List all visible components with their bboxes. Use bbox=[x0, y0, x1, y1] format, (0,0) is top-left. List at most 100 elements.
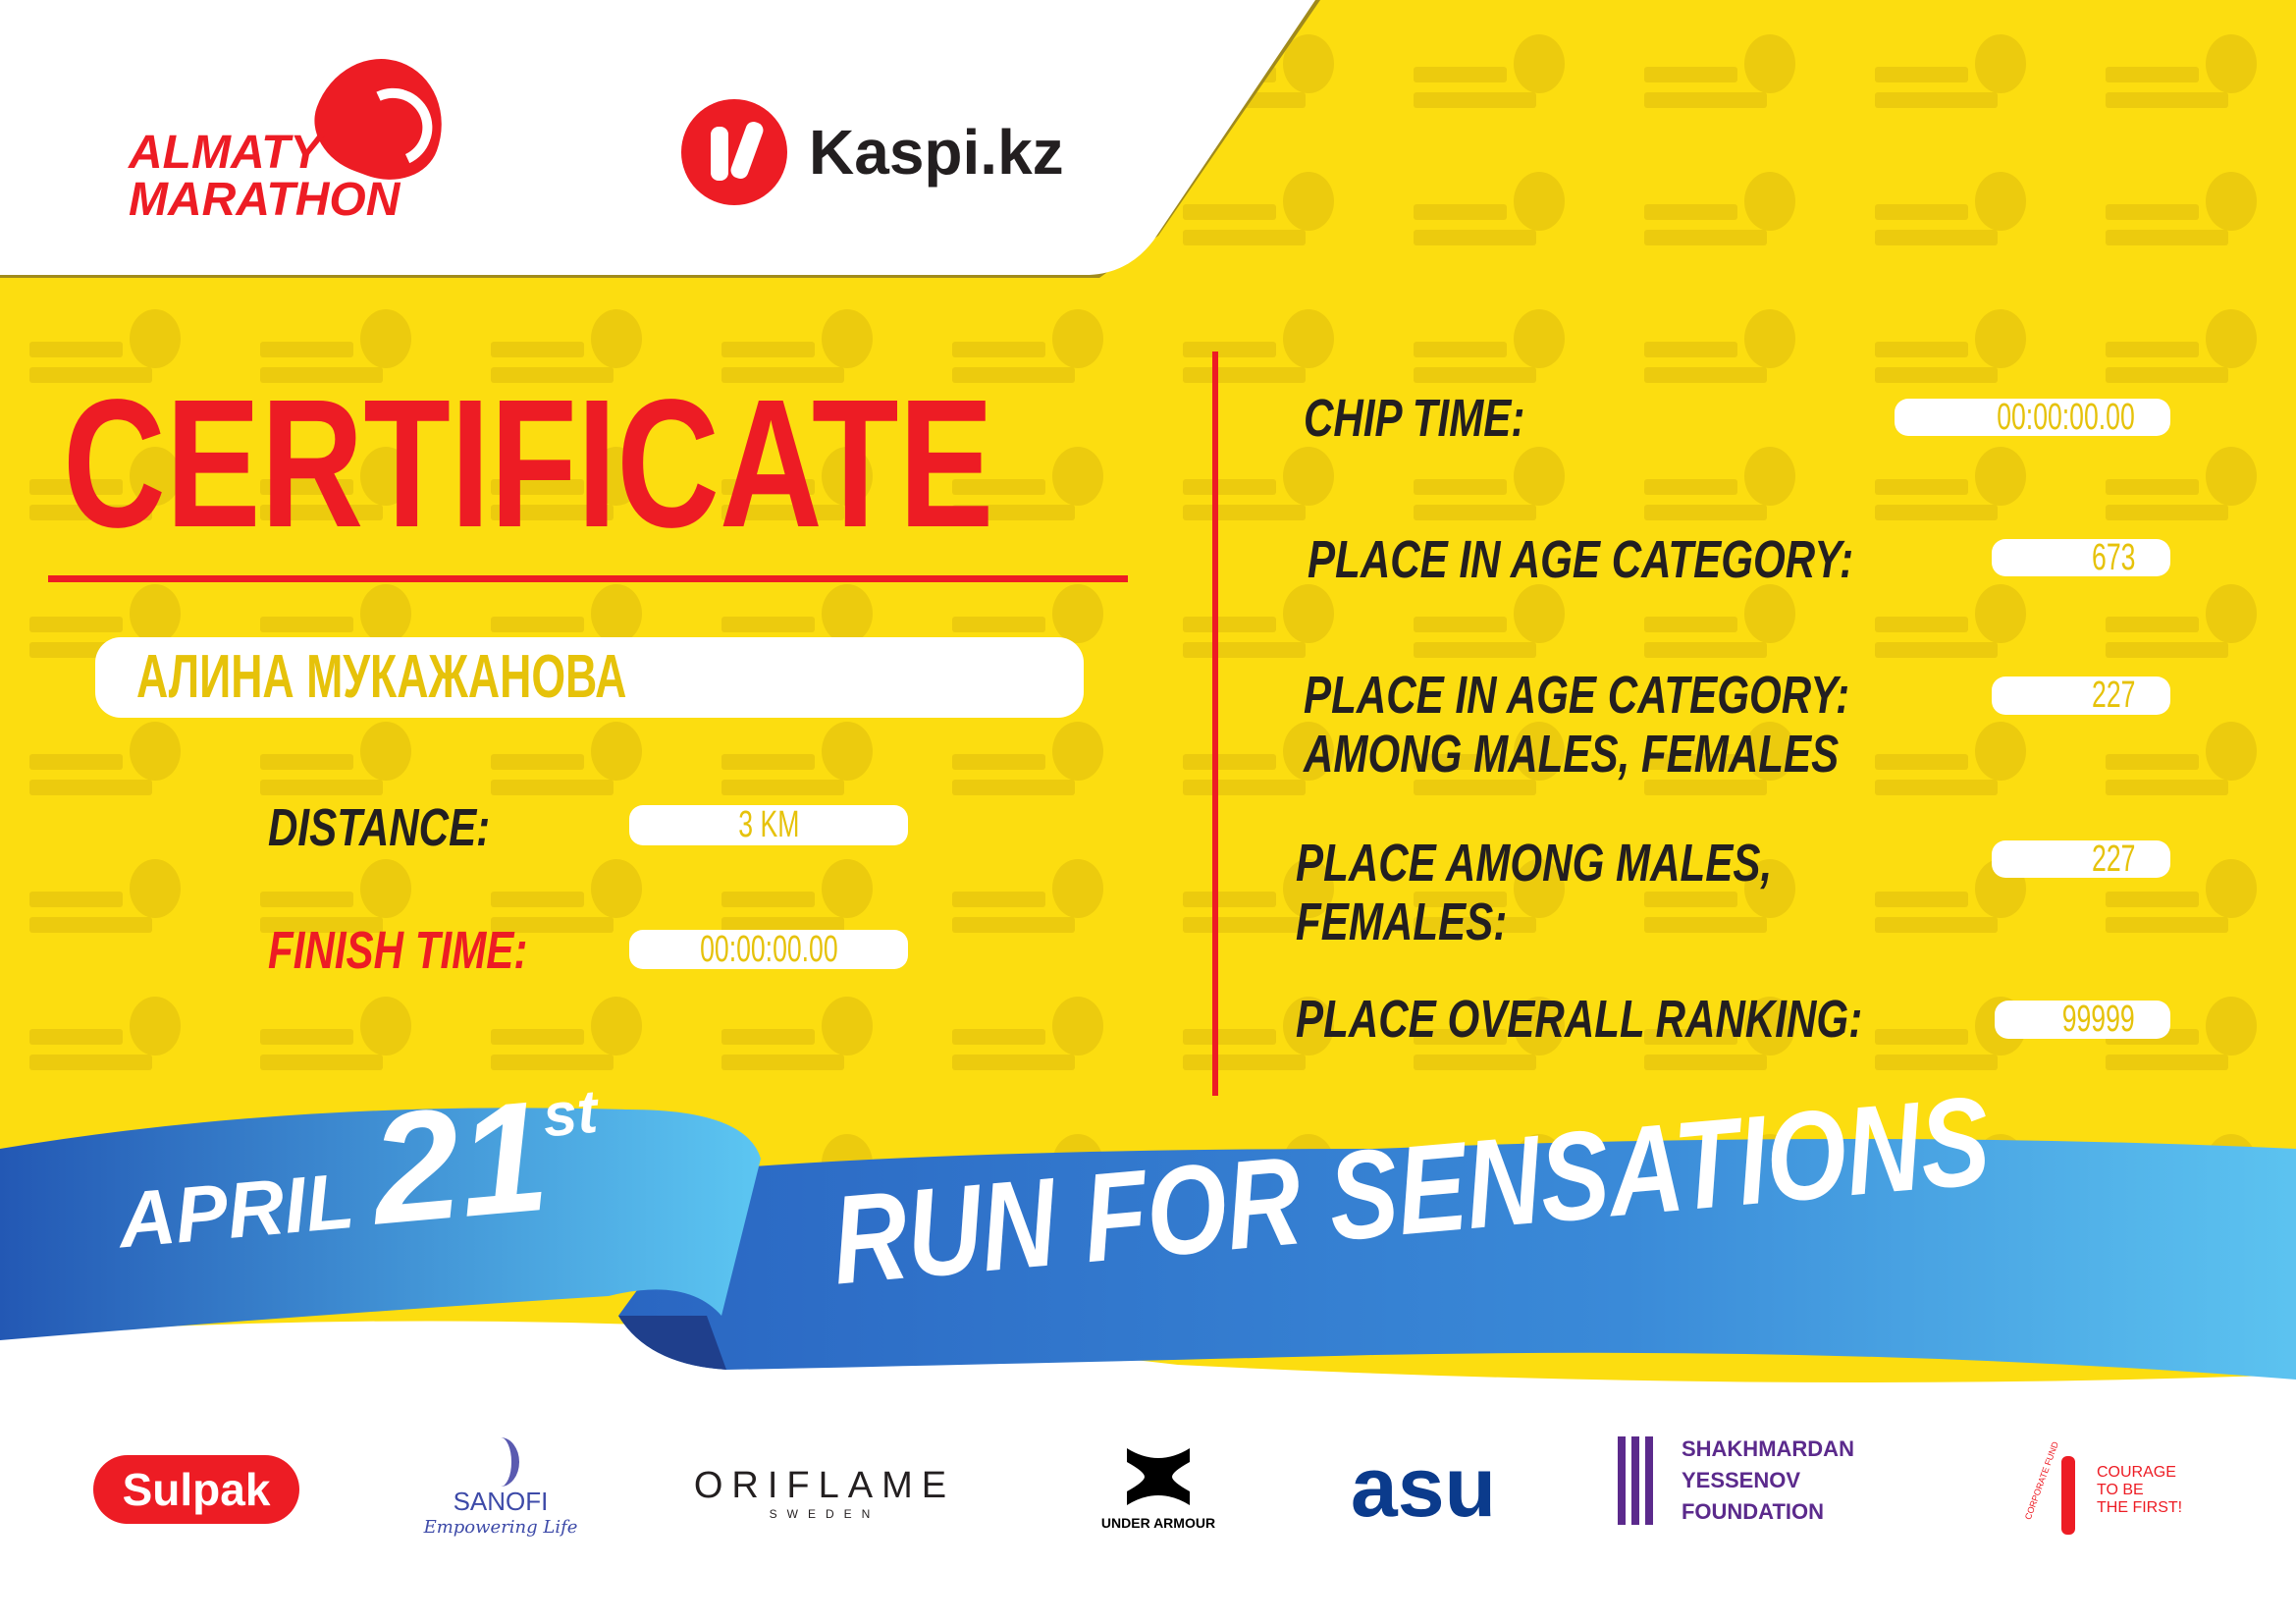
watermark-logo bbox=[952, 309, 1103, 383]
watermark-logo bbox=[1875, 309, 2026, 383]
watermark-logo bbox=[1875, 859, 2026, 933]
watermark-logo bbox=[1644, 172, 1795, 245]
watermark-logo bbox=[2106, 34, 2257, 108]
watermark-logo bbox=[1414, 722, 1565, 795]
watermark-logo bbox=[1183, 722, 1334, 795]
watermark-logo bbox=[1644, 997, 1795, 1070]
age-category-label: PLACE IN AGE CATEGORY: bbox=[1308, 530, 1854, 589]
watermark-logo bbox=[1414, 859, 1565, 933]
finish-time-value: 00:00:00.00 bbox=[629, 929, 908, 970]
watermark-logo bbox=[721, 447, 873, 520]
kaspi-logo: Kaspi.kz bbox=[681, 99, 1064, 205]
watermark-logo bbox=[1875, 172, 2026, 245]
sponsor-under-armour: UNDER ARMOUR bbox=[1070, 1438, 1247, 1537]
watermark-logo bbox=[491, 859, 642, 933]
watermark-logo bbox=[1875, 34, 2026, 108]
date-suffix: st bbox=[540, 1077, 601, 1151]
watermark-logo bbox=[1644, 34, 1795, 108]
watermark-logo bbox=[29, 309, 181, 383]
sponsor-yessenov: SHAKHMARDAN YESSENOV FOUNDATION bbox=[1618, 1434, 1951, 1527]
watermark-logo bbox=[1414, 997, 1565, 1070]
watermark-logo bbox=[260, 447, 411, 520]
age-category-gender-value: 227 bbox=[1992, 675, 2170, 716]
watermark-logo bbox=[2106, 997, 2257, 1070]
watermark-logo bbox=[952, 859, 1103, 933]
watermark-logo bbox=[952, 722, 1103, 795]
yessenov-icon bbox=[1618, 1435, 1657, 1525]
ribbon-fold bbox=[618, 1316, 726, 1370]
sponsor-sanofi: SANOFI Empowering Life bbox=[412, 1429, 589, 1546]
watermark-logo bbox=[2106, 172, 2257, 245]
distance-value: 3 KM bbox=[629, 804, 908, 845]
watermark-logo bbox=[29, 447, 181, 520]
watermark-logo bbox=[1414, 34, 1565, 108]
chip-time-label: CHIP TIME: bbox=[1304, 389, 1525, 448]
certificate-title: CERTIFICATE bbox=[63, 362, 994, 566]
courage-runner-icon: CORPORATE FUND bbox=[2022, 1439, 2091, 1535]
watermark-logo bbox=[260, 997, 411, 1070]
watermark-logo bbox=[721, 997, 873, 1070]
watermark-logo bbox=[721, 309, 873, 383]
watermark-logo bbox=[1644, 309, 1795, 383]
watermark-logo bbox=[1875, 447, 2026, 520]
watermark-logo bbox=[721, 859, 873, 933]
sponsor-asu: asu bbox=[1350, 1440, 1497, 1535]
watermark-logo bbox=[2106, 859, 2257, 933]
watermark-logo bbox=[1644, 447, 1795, 520]
distance-label: DISTANCE: bbox=[268, 798, 491, 857]
watermark-logo bbox=[260, 859, 411, 933]
header-white-panel bbox=[0, 0, 1315, 275]
overall-ranking-value: 99999 bbox=[1995, 999, 2170, 1040]
watermark-logo bbox=[952, 997, 1103, 1070]
ribbon-left bbox=[0, 1108, 761, 1340]
sponsor-courage-fund: CORPORATE FUND COURAGE TO BE THE FIRST! bbox=[2022, 1439, 2218, 1537]
watermark-logo bbox=[1414, 447, 1565, 520]
sponsor-oriflame: ORIFLAME SWEDEN bbox=[693, 1464, 956, 1521]
watermark-logo bbox=[2106, 722, 2257, 795]
watermark-logo bbox=[2106, 309, 2257, 383]
participant-name-field: АЛИНА МУКАЖАНОВА bbox=[95, 637, 1084, 718]
logo-line2: MARATHON bbox=[129, 174, 400, 226]
watermark-logo bbox=[491, 997, 642, 1070]
sanofi-icon bbox=[482, 1437, 519, 1487]
watermark-logo bbox=[491, 447, 642, 520]
logo-line1: ALMATY bbox=[129, 127, 322, 179]
participant-name: АЛИНА МУКАЖАНОВА bbox=[136, 643, 627, 711]
under-armour-icon bbox=[1127, 1448, 1190, 1505]
ribbon-main bbox=[618, 1139, 2296, 1380]
age-category-gender-label: PLACE IN AGE CATEGORY: AMONG MALES, FEMA… bbox=[1304, 666, 1850, 784]
watermark-logo bbox=[1644, 584, 1795, 658]
gender-place-label: PLACE AMONG MALES, FEMALES: bbox=[1296, 834, 1773, 951]
watermark-logo bbox=[1414, 584, 1565, 658]
watermark-logo bbox=[1414, 172, 1565, 245]
watermark-logo bbox=[952, 447, 1103, 520]
title-underline bbox=[48, 575, 1128, 582]
watermark-logo bbox=[1414, 309, 1565, 383]
overall-ranking-label: PLACE OVERALL RANKING: bbox=[1296, 990, 1863, 1049]
watermark-logo bbox=[721, 722, 873, 795]
watermark-logo bbox=[29, 722, 181, 795]
vertical-divider bbox=[1212, 352, 1218, 1096]
watermark-logo bbox=[1875, 722, 2026, 795]
age-category-value: 673 bbox=[1992, 537, 2170, 578]
sponsor-sulpak: Sulpak bbox=[93, 1455, 299, 1524]
kaspi-wordmark: Kaspi.kz bbox=[809, 117, 1064, 188]
watermark-logo bbox=[29, 997, 181, 1070]
watermark-logo bbox=[260, 309, 411, 383]
watermark-logo bbox=[491, 722, 642, 795]
watermark-logo bbox=[260, 722, 411, 795]
watermark-logo bbox=[1644, 859, 1795, 933]
watermark-logo bbox=[1644, 722, 1795, 795]
almaty-marathon-logo: ALMATY MARATHON bbox=[129, 40, 461, 231]
watermark-logo bbox=[2106, 584, 2257, 658]
gender-place-value: 227 bbox=[1992, 839, 2170, 880]
date-day: 21 bbox=[364, 1066, 555, 1258]
watermark-logo bbox=[491, 309, 642, 383]
watermark-logo bbox=[1875, 584, 2026, 658]
chip-time-value: 00:00:00.00 bbox=[1895, 397, 2170, 438]
watermark-logo bbox=[1183, 172, 1334, 245]
watermark-logo bbox=[2106, 447, 2257, 520]
kaspi-icon bbox=[681, 99, 787, 205]
finish-time-label: FINISH TIME: bbox=[268, 921, 528, 980]
watermark-logo bbox=[29, 859, 181, 933]
